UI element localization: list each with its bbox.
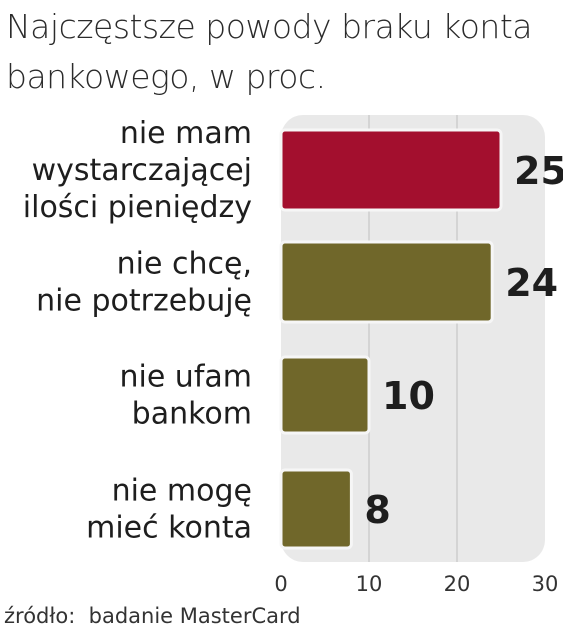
bar-4 <box>279 468 353 550</box>
x-tick-label-10: 10 <box>356 572 383 596</box>
category-label-1-line-3: ilości pieniędzy <box>23 190 252 225</box>
plot-area <box>281 115 545 562</box>
x-tick-label-30: 30 <box>532 572 559 596</box>
value-label-1: 25 <box>514 149 563 193</box>
x-tick-label-0: 0 <box>274 572 287 596</box>
category-label-4-line-2: mieć konta <box>86 511 252 546</box>
value-label-4: 8 <box>364 488 390 532</box>
bar-2 <box>279 240 494 324</box>
x-tick-label-20: 20 <box>444 572 471 596</box>
value-label-2: 24 <box>505 261 558 305</box>
category-label-4-line-1: nie mogę <box>112 474 252 509</box>
category-label-1-line-2: wystarczającej <box>32 153 252 188</box>
category-label-3-line-2: bankom <box>132 397 252 432</box>
value-label-3: 10 <box>382 374 435 418</box>
source-note: źródło: badanie MasterCard <box>4 604 301 628</box>
bar-3 <box>279 355 371 435</box>
category-label-1-line-1: nie mam <box>120 116 252 151</box>
bar-1 <box>279 128 503 212</box>
chart-title: Najczęstsze powody braku konta bankowego… <box>6 7 533 96</box>
category-label-2-line-2: nie potrzebuję <box>36 284 252 319</box>
category-label-3-line-1: nie ufam <box>119 360 252 395</box>
category-label-2-line-1: nie chcę, <box>117 247 252 282</box>
